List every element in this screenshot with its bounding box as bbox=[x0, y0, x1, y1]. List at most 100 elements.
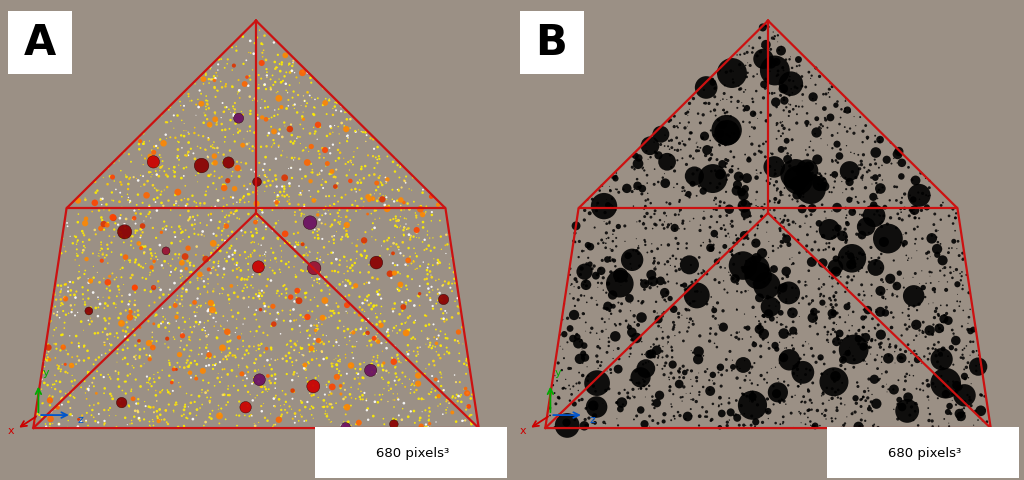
Point bbox=[756, 81, 772, 89]
Point bbox=[931, 312, 947, 320]
Point bbox=[148, 171, 165, 179]
Point bbox=[848, 122, 864, 130]
Point bbox=[240, 83, 256, 90]
Point bbox=[690, 147, 707, 155]
Point bbox=[738, 393, 755, 400]
Point bbox=[796, 204, 812, 211]
Point bbox=[656, 218, 673, 226]
Point bbox=[462, 411, 478, 419]
Point bbox=[242, 191, 258, 199]
Point bbox=[421, 289, 437, 297]
Point bbox=[117, 333, 133, 341]
Point bbox=[753, 331, 769, 338]
Point bbox=[728, 397, 744, 405]
Point bbox=[167, 192, 183, 199]
Point bbox=[855, 422, 871, 430]
Point bbox=[341, 167, 357, 175]
Point bbox=[786, 84, 803, 92]
Point bbox=[393, 416, 410, 424]
Point bbox=[796, 393, 812, 401]
Point bbox=[134, 229, 151, 237]
Point bbox=[257, 82, 273, 89]
Point bbox=[849, 379, 865, 386]
Point bbox=[109, 359, 125, 366]
Point bbox=[53, 250, 70, 258]
Point bbox=[223, 367, 240, 374]
Point bbox=[253, 41, 269, 49]
Point bbox=[195, 228, 211, 236]
Point bbox=[386, 358, 402, 366]
Point bbox=[629, 247, 645, 255]
Point bbox=[807, 422, 823, 430]
Point bbox=[949, 298, 966, 305]
Point bbox=[563, 281, 580, 288]
Point bbox=[151, 418, 167, 425]
Point bbox=[150, 414, 166, 422]
Point bbox=[40, 348, 56, 356]
Point bbox=[912, 386, 929, 394]
Point bbox=[639, 172, 655, 180]
Point bbox=[901, 302, 918, 310]
Point bbox=[352, 205, 369, 213]
Point bbox=[165, 387, 181, 395]
Point bbox=[418, 421, 434, 429]
Point bbox=[693, 288, 710, 296]
Point bbox=[191, 203, 208, 210]
Point bbox=[624, 336, 640, 344]
Point bbox=[336, 404, 352, 411]
Point bbox=[814, 410, 830, 418]
Point bbox=[203, 211, 219, 218]
Point bbox=[80, 276, 96, 283]
Point bbox=[725, 163, 741, 170]
Point bbox=[736, 266, 753, 274]
Point bbox=[291, 192, 307, 199]
Point bbox=[654, 328, 671, 336]
Point bbox=[438, 310, 455, 317]
Point bbox=[732, 384, 749, 392]
Point bbox=[206, 247, 222, 254]
Point bbox=[425, 358, 441, 365]
Point bbox=[45, 332, 61, 340]
Point bbox=[763, 365, 779, 372]
Point bbox=[66, 393, 82, 401]
Point bbox=[101, 412, 118, 420]
Point bbox=[208, 318, 224, 326]
Point bbox=[338, 228, 354, 235]
Point bbox=[432, 296, 449, 303]
Point bbox=[720, 157, 736, 165]
Point bbox=[630, 160, 646, 168]
Point bbox=[800, 407, 816, 414]
Point bbox=[587, 224, 603, 232]
Point bbox=[164, 224, 180, 231]
Point bbox=[372, 291, 388, 299]
Point bbox=[173, 175, 189, 182]
Point bbox=[634, 185, 650, 193]
Point bbox=[575, 281, 592, 289]
Point bbox=[389, 395, 406, 402]
Point bbox=[396, 206, 413, 214]
Point bbox=[723, 94, 739, 102]
Point bbox=[624, 265, 640, 273]
Point bbox=[774, 192, 791, 200]
Point bbox=[816, 324, 833, 331]
Point bbox=[228, 422, 245, 430]
Point bbox=[723, 408, 739, 416]
Point bbox=[921, 300, 937, 308]
Point bbox=[601, 183, 617, 191]
Point bbox=[203, 270, 219, 277]
Point bbox=[103, 341, 120, 349]
Point bbox=[310, 319, 327, 327]
Point bbox=[603, 301, 620, 309]
Point bbox=[785, 362, 802, 370]
Point bbox=[395, 305, 412, 312]
Point bbox=[813, 125, 829, 133]
Point bbox=[815, 247, 831, 254]
Point bbox=[146, 185, 163, 192]
Point bbox=[214, 127, 230, 135]
Point bbox=[355, 374, 372, 382]
Point bbox=[141, 138, 158, 145]
Point bbox=[566, 283, 583, 291]
Point bbox=[218, 223, 234, 230]
Point bbox=[305, 404, 322, 412]
Point bbox=[886, 386, 902, 394]
